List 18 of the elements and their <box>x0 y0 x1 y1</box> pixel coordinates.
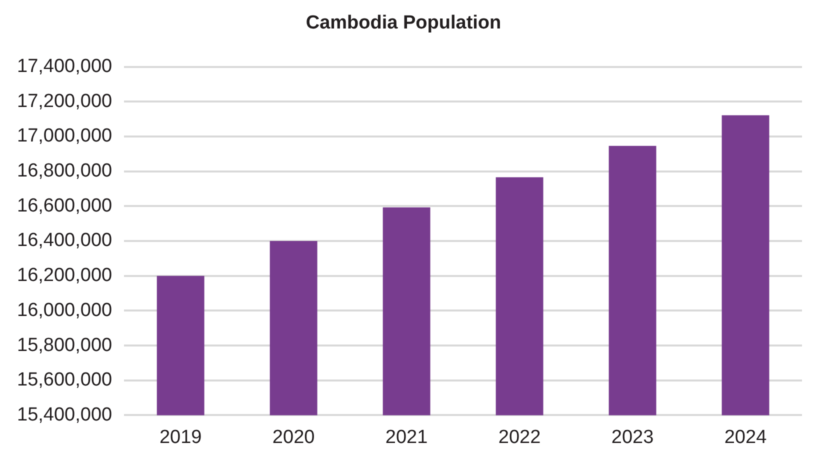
x-tick-label: 2022 <box>498 426 541 448</box>
y-tick-label: 15,800,000 <box>17 334 112 356</box>
x-tick-label: 2023 <box>611 426 654 448</box>
y-tick-label: 17,400,000 <box>17 56 112 78</box>
y-tick-label: 15,400,000 <box>17 404 112 426</box>
y-tick-label: 16,600,000 <box>17 195 112 216</box>
y-tick-label: 17,200,000 <box>17 90 112 112</box>
y-tick-label: 17,000,000 <box>17 126 112 147</box>
x-tick-label: 2024 <box>724 426 768 448</box>
chart-title: Cambodia Population <box>306 12 502 34</box>
y-tick-label: 15,600,000 <box>17 370 112 391</box>
x-tick-label: 2019 <box>159 426 202 448</box>
y-tick-label: 16,400,000 <box>17 230 112 252</box>
y-tick-label: 16,800,000 <box>17 160 112 182</box>
x-tick-label: 2021 <box>385 426 428 448</box>
y-tick-label: 16,000,000 <box>17 300 112 321</box>
x-tick-label: 2020 <box>272 426 315 448</box>
y-tick-label: 16,200,000 <box>17 265 112 286</box>
